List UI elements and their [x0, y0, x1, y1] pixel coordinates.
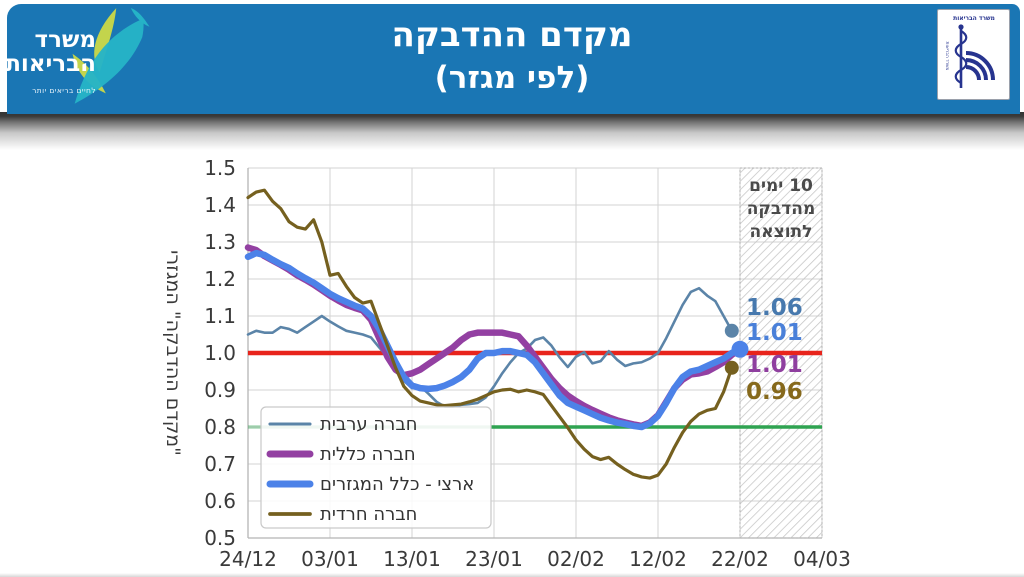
series-lines: [244, 188, 744, 480]
end-dots: [724, 323, 749, 375]
y-tick-label: 0.7: [204, 452, 236, 476]
y-tick-label: 1.1: [204, 304, 236, 328]
series-line-arab: [246, 286, 734, 408]
series-end-dot-haredi: [724, 360, 739, 375]
ministry-name: משרד הבריאות לחיים בריאים יותר: [5, 27, 96, 103]
title-line-2: (לפי מגזר): [434, 59, 590, 96]
legend-box: חברה ערבית חברה כללית ארצי - כלל המגזרים…: [260, 406, 492, 529]
bottom-edge: [0, 573, 1024, 577]
chart-area: 10 ימים מהדבקה לתוצאה 1.06 1.01 1.01 0.9…: [160, 150, 860, 577]
page-title: מקדם ההדבקה (לפי מגזר): [0, 14, 1024, 97]
x-tick-label: 04/03: [793, 547, 851, 571]
title-line-1: מקדם ההדבקה: [391, 15, 633, 55]
end-value-label-arab: 1.06: [746, 295, 803, 321]
moh-emblem-icon: משרד הבריאות משרד הבריאות: [944, 15, 995, 88]
series-end-dot-national: [731, 340, 749, 358]
y-tick-label: 1.5: [204, 156, 236, 180]
x-tick-label: 02/02: [547, 547, 605, 571]
ministry-star-icon: [72, 8, 150, 104]
legend-label-haredi: חברה חרדית: [320, 504, 417, 525]
y-tick-label: 1.4: [204, 193, 236, 217]
x-tick-labels: 24/12 03/01 13/01 23/01 02/02 12/02 22/0…: [219, 547, 851, 571]
series-line-haredi: [246, 188, 734, 480]
y-tick-labels: 0.5 0.6 0.7 0.8 0.9 1.0 1.1 1.2 1.3 1.4 …: [204, 156, 236, 550]
y-tick-label: 1.2: [204, 267, 236, 291]
y-tick-label: 0.5: [204, 526, 236, 550]
hatch-annotation: 10 ימים מהדבקה לתוצאה: [747, 176, 816, 242]
ministry-name-line2: הבריאות: [5, 51, 96, 77]
end-value-label-national: 1.01: [746, 320, 803, 346]
x-tick-label: 24/12: [219, 547, 277, 571]
emblem-caption-top: משרד הבריאות: [953, 15, 995, 22]
moh-emblem-box: משרד הבריאות משרד הבריאות: [937, 9, 1010, 100]
y-tick-label: 0.8: [204, 415, 236, 439]
legend-label-national: ארצי - כלל המגזרים: [320, 474, 474, 495]
x-tick-label: 22/02: [711, 547, 769, 571]
series-line-national: [244, 249, 744, 431]
y-tick-label: 0.6: [204, 489, 236, 513]
y-tick-label: 1.0: [204, 341, 236, 365]
ministry-tagline: לחיים בריאים יותר: [32, 86, 96, 95]
end-value-label-haredi: 0.96: [746, 379, 803, 405]
legend-label-general: חברה כללית: [320, 444, 416, 465]
header-shadow: [0, 112, 1024, 150]
hatch-label-line-2: מהדבקה: [747, 199, 816, 219]
ministry-name-line1: משרד: [34, 27, 96, 53]
x-tick-label: 03/01: [301, 547, 359, 571]
end-value-labels: 1.06 1.01 1.01 0.96: [746, 295, 803, 405]
x-tick-label: 23/01: [465, 547, 523, 571]
y-axis-title: "מקדם ההדבקה" המגזרי: [162, 250, 184, 456]
y-tick-label: 0.9: [204, 378, 236, 402]
ministry-logo: משרד הבריאות לחיים בריאים יותר: [5, 4, 160, 112]
series-end-dot-arab: [724, 323, 739, 338]
y-tick-label: 1.3: [204, 230, 236, 254]
header-band: [7, 4, 1020, 114]
chart-svg: 10 ימים מהדבקה לתוצאה 1.06 1.01 1.01 0.9…: [204, 156, 851, 571]
legend-label-arab: חברה ערבית: [320, 414, 418, 435]
emblem-caption-side: משרד הבריאות: [944, 42, 949, 71]
hatch-label-line-1: 10 ימים: [749, 176, 813, 196]
x-tick-label: 13/01: [383, 547, 441, 571]
legend-labels: חברה ערבית חברה כללית ארצי - כלל המגזרים…: [320, 414, 474, 525]
x-tick-label: 12/02: [629, 547, 687, 571]
legend-swatches: [266, 422, 314, 516]
end-value-label-general: 1.01: [746, 352, 803, 378]
hatch-label-line-3: לתוצאה: [750, 222, 813, 242]
